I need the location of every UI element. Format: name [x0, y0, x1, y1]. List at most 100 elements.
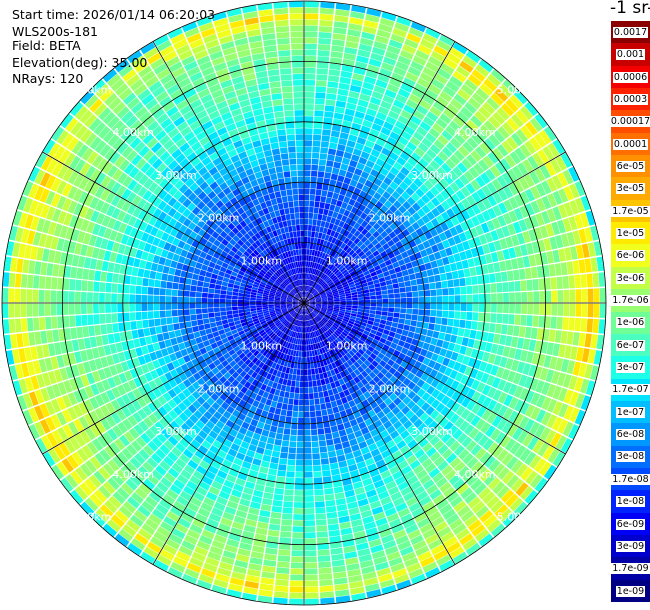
ppi-cell: [403, 104, 415, 115]
ppi-cell: [254, 484, 265, 492]
ppi-cell: [325, 288, 331, 292]
ppi-cell: [322, 123, 332, 130]
ppi-cell: [338, 391, 346, 399]
ppi-cell: [524, 140, 537, 155]
ppi-cell: [391, 524, 404, 534]
ppi-cell: [325, 499, 336, 507]
ppi-cell: [331, 39, 345, 47]
ppi-cell: [343, 361, 350, 369]
ppi-cell: [410, 320, 417, 327]
ppi-cell: [327, 517, 339, 525]
ppi-cell: [439, 34, 455, 47]
ppi-cell: [506, 474, 520, 489]
ppi-cell: [511, 359, 520, 372]
ppi-cell: [190, 314, 197, 321]
ppi-cell: [209, 445, 220, 455]
ppi-cell: [466, 119, 479, 132]
ppi-cell: [265, 480, 276, 488]
ppi-cell: [331, 244, 337, 251]
ppi-cell: [241, 279, 248, 285]
ppi-cell: [568, 317, 575, 331]
ppi-cell: [505, 236, 514, 248]
ppi-cell: [221, 262, 229, 269]
ppi-cell: [426, 395, 436, 405]
ppi-cell: [259, 339, 266, 346]
ppi-cell: [274, 376, 280, 383]
ppi-cell: [57, 382, 67, 396]
ppi-cell: [226, 291, 233, 296]
ppi-cell: [250, 438, 259, 447]
ppi-cell: [16, 258, 24, 273]
ppi-cell: [433, 549, 449, 561]
ppi-cell: [149, 425, 160, 436]
ppi-cell: [40, 330, 48, 344]
ppi-cell: [364, 231, 372, 239]
ppi-cell: [465, 377, 475, 388]
ppi-cell: [147, 344, 155, 353]
ppi-cell: [207, 293, 214, 298]
ppi-cell: [189, 260, 197, 268]
ppi-cell: [304, 327, 306, 333]
ppi-cell: [219, 429, 229, 439]
ppi-cell: [284, 348, 289, 355]
ppi-cell: [315, 336, 319, 343]
ppi-cell: [249, 325, 256, 331]
ppi-cell: [311, 429, 318, 436]
ppi-cell: [300, 314, 303, 321]
ppi-cell: [167, 324, 174, 332]
ppi-cell: [154, 318, 161, 327]
ppi-cell: [366, 323, 373, 329]
ppi-cell: [360, 171, 370, 180]
ppi-cell: [240, 441, 250, 450]
ppi-cell: [283, 428, 291, 435]
ppi-cell: [287, 459, 296, 466]
ppi-cell: [364, 215, 372, 223]
ppi-cell: [506, 136, 519, 150]
ppi-cell: [528, 364, 537, 377]
ppi-cell: [389, 392, 398, 402]
ppi-cell: [342, 318, 349, 323]
ppi-cell: [240, 362, 248, 370]
ppi-cell: [300, 363, 304, 369]
ppi-cell: [420, 556, 435, 568]
ppi-cell: [440, 273, 447, 281]
ppi-cell: [369, 500, 382, 510]
ppi-cell: [226, 500, 239, 510]
ppi-cell: [414, 360, 422, 369]
ppi-cell: [317, 549, 330, 556]
ppi-cell: [318, 208, 324, 215]
ppi-cell: [233, 284, 240, 289]
ppi-cell: [344, 327, 351, 333]
ppi-cell: [344, 489, 355, 498]
ppi-cell: [381, 266, 389, 273]
ppi-cell: [403, 256, 411, 264]
ppi-cell: [268, 353, 274, 361]
ppi-cell: [392, 146, 403, 156]
ppi-cell: [276, 311, 282, 315]
ppi-cell: [318, 335, 323, 342]
ppi-cell: [277, 323, 283, 329]
ppi-cell: [65, 340, 74, 353]
ppi-cell: [322, 359, 328, 366]
ppi-cell: [481, 331, 489, 342]
ppi-cell: [171, 528, 186, 540]
ppi-cell: [235, 452, 246, 461]
ppi-cell: [491, 415, 503, 428]
ppi-cell: [380, 496, 392, 506]
ppi-cell: [308, 280, 312, 286]
ppi-cell: [407, 381, 416, 390]
ppi-cell: [276, 370, 282, 378]
ppi-cell: [141, 523, 156, 536]
ppi-cell: [407, 206, 417, 216]
ppi-cell: [355, 257, 363, 264]
ppi-cell: [45, 316, 52, 330]
ppi-cell: [168, 267, 176, 275]
ppi-cell: [248, 354, 256, 361]
ppi-cell: [89, 396, 100, 410]
ppi-cell: [320, 196, 327, 203]
ppi-cell: [318, 440, 327, 447]
ppi-cell: [70, 470, 83, 485]
ppi-cell: [447, 318, 454, 327]
ppi-cell: [273, 591, 289, 599]
ppi-cell: [444, 264, 452, 273]
